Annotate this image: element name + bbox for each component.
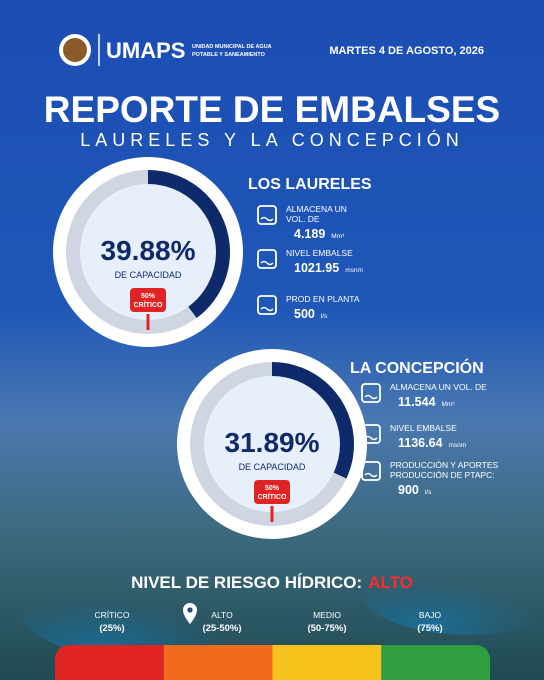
gauge-arc [190, 362, 354, 526]
risk-segment [55, 645, 165, 680]
item-value: 900 l/s [398, 483, 432, 497]
item-value-number: 11.544 [398, 395, 436, 409]
lake [20, 560, 280, 660]
item-icon-wave [364, 435, 378, 441]
title: REPORTE DE EMBALSES [44, 89, 500, 130]
gauge-arc [66, 170, 230, 334]
risk-level-name: BAJO [419, 610, 442, 620]
risk-segment [381, 645, 490, 680]
item-label: NIVEL EMBALSE [286, 248, 353, 258]
risk-label: NIVEL DE RIESGO HÍDRICO: [131, 573, 362, 592]
risk-current: ALTO [368, 573, 413, 592]
critical-badge-text: CRÍTICO [134, 300, 163, 309]
item-value-number: 4.189 [294, 227, 325, 241]
risk-level-range: (25-50%) [202, 623, 241, 634]
item-icon-wave [260, 216, 274, 222]
logo-emblem [63, 38, 87, 62]
item-icon-wave [364, 394, 378, 400]
item-label: ALMACENA UN VOL. DE [390, 382, 487, 392]
risk-heading: NIVEL DE RIESGO HÍDRICO: ALTO [131, 573, 413, 592]
location-pin-dot [187, 607, 193, 613]
risk-level-range: (75%) [417, 623, 442, 634]
item-label: VOL. DE [286, 214, 320, 224]
item-label: ALMACENA UN [286, 204, 347, 214]
item-unit: Mm³ [331, 233, 345, 240]
item-icon-wave [260, 260, 274, 266]
item-label: PROD EN PLANTA [286, 294, 360, 304]
risk-scale: CRÍTICO (25%) ALTO (25-50%) MEDIO (50-75%) BAJ… [55, 603, 490, 680]
item-value: 11.544 Mm³ [398, 395, 455, 409]
lake [360, 545, 544, 635]
item-unit: l/s [425, 489, 432, 496]
item-label: PRODUCCIÓN Y APORTES [390, 460, 498, 470]
item-unit: msnm [345, 267, 363, 274]
org-name: UNIDAD MUNICIPAL DE AGUA [192, 44, 272, 50]
risk-level-range: (50-75%) [307, 623, 346, 634]
capacity-caption: DE CAPACIDAD [239, 462, 306, 472]
reservoir: 39.88% DE CAPACIDAD 50%CRÍTICO LOS LAURELES… [53, 157, 372, 347]
item-unit: l/s [321, 313, 328, 320]
gauge-inner [202, 374, 342, 514]
risk-segment [163, 645, 273, 680]
reservoir: 31.89% DE CAPACIDAD 50%CRÍTICO LA CONCEPCIÓ… [177, 349, 498, 539]
org-name: POTABLE Y SANEAMIENTO [192, 52, 266, 58]
capacity-value: 39.88% [101, 235, 196, 266]
critical-badge [254, 480, 290, 504]
item-value: 500 l/s [294, 307, 328, 321]
critical-badge [130, 288, 166, 312]
item-value-number: 500 [294, 307, 315, 321]
risk-level-name: MEDIO [313, 610, 341, 620]
reservoir-name: LA CONCEPCIÓN [350, 358, 484, 377]
item-value: 1021.95 msnm [294, 261, 363, 275]
critical-badge-text: 50% [265, 485, 280, 492]
item-value-number: 1021.95 [294, 261, 339, 275]
item-value: 1136.64 msnm [398, 436, 466, 450]
risk-level-name: ALTO [211, 610, 233, 620]
capacity-caption: DE CAPACIDAD [115, 270, 182, 280]
item-icon [257, 295, 277, 315]
item-label: PRODUCCIÓN DE PTAPC: [390, 470, 495, 480]
date: MARTES 4 DE AGOSTO, 2026 [329, 45, 484, 57]
item-icon [361, 383, 381, 403]
capacity-value: 31.89% [225, 427, 320, 458]
item-icon [361, 424, 381, 444]
item-icon [257, 205, 277, 225]
gauge-inner [78, 182, 218, 322]
item-icon-wave [260, 306, 274, 312]
item-icon [257, 249, 277, 269]
critical-badge-text: 50% [141, 293, 156, 300]
brand: UMAPS [106, 38, 185, 63]
item-unit: Mm³ [442, 401, 456, 408]
item-value-number: 900 [398, 483, 419, 497]
location-pin [183, 603, 197, 624]
risk-level-range: (25%) [99, 623, 124, 634]
item-value: 4.189 Mm³ [294, 227, 345, 241]
risk-segment [272, 645, 382, 680]
reservoir-name: LOS LAURELES [248, 176, 372, 193]
item-icon-wave [364, 472, 378, 478]
item-unit: msnm [449, 442, 467, 449]
critical-badge-text: CRÍTICO [258, 492, 287, 501]
item-label: NIVEL EMBALSE [390, 423, 457, 433]
item-value-number: 1136.64 [398, 436, 443, 450]
risk-level-name: CRÍTICO [95, 610, 130, 620]
item-icon [361, 461, 381, 481]
subtitle: LAURELES Y LA CONCEPCIÓN [80, 129, 463, 150]
